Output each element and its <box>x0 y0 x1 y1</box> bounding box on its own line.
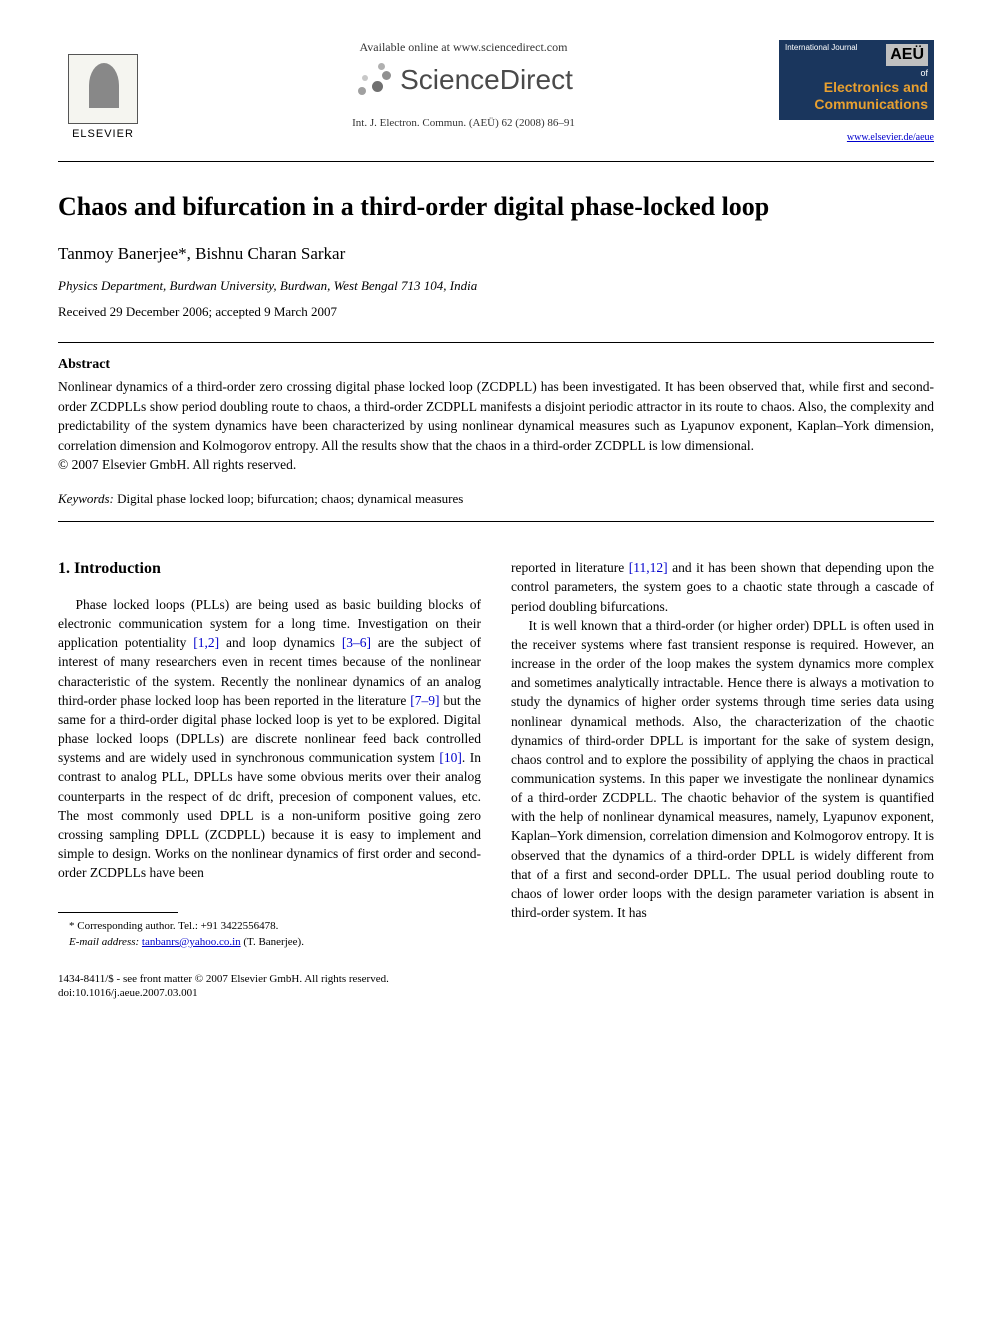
footnote-rule <box>58 912 178 913</box>
sciencedirect-icon <box>354 61 392 99</box>
body-columns: 1. Introduction Phase locked loops (PLLs… <box>58 558 934 950</box>
sciencedirect-row: ScienceDirect <box>168 61 759 99</box>
aeu-of: of <box>785 68 928 78</box>
aeu-title-line1: Electronics and <box>785 80 928 95</box>
abstract-body: Nonlinear dynamics of a third-order zero… <box>58 379 934 453</box>
journal-url-link[interactable]: www.elsevier.de/aeue <box>779 132 934 143</box>
footnote-email-label: E-mail address: <box>69 936 139 948</box>
section-1-heading: 1. Introduction <box>58 558 481 581</box>
footer-block: 1434-8411/$ - see front matter © 2007 El… <box>58 972 934 1001</box>
ref-10[interactable]: [10] <box>439 750 462 765</box>
ref-11-12[interactable]: [11,12] <box>629 560 668 575</box>
ref-1-2[interactable]: [1,2] <box>193 635 219 650</box>
footnote-email-link[interactable]: tanbanrs@yahoo.co.in <box>142 936 241 948</box>
header-rule <box>58 161 934 162</box>
elsevier-logo: ELSEVIER <box>58 40 148 140</box>
footnote-email-line: E-mail address: tanbanrs@yahoo.co.in (T.… <box>58 935 481 950</box>
available-online-text: Available online at www.sciencedirect.co… <box>168 40 759 55</box>
journal-logo-block: International Journal AEÜ of Electronics… <box>779 40 934 143</box>
abstract-copyright: © 2007 Elsevier GmbH. All rights reserve… <box>58 457 934 473</box>
abstract-rule-bottom <box>58 521 934 522</box>
abstract-rule-top <box>58 342 934 343</box>
footnote-email-author: (T. Banerjee). <box>241 936 304 948</box>
intro-paragraph-1-cont: reported in literature [11,12] and it ha… <box>511 558 934 615</box>
keywords-label: Keywords: <box>58 491 114 506</box>
authors: Tanmoy Banerjee*, Bishnu Charan Sarkar <box>58 244 934 264</box>
footer-line2: doi:10.1016/j.aeue.2007.03.001 <box>58 986 934 1000</box>
abstract-heading: Abstract <box>58 357 934 373</box>
aeu-badge: AEÜ <box>886 44 928 66</box>
sciencedirect-text: ScienceDirect <box>400 64 573 96</box>
footer-line1: 1434-8411/$ - see front matter © 2007 El… <box>58 972 934 986</box>
affiliation: Physics Department, Burdwan University, … <box>58 278 934 294</box>
aeu-title-line2: Communications <box>785 97 928 112</box>
intro-paragraph-2: It is well known that a third-order (or … <box>511 616 934 923</box>
elsevier-tree-icon <box>68 54 138 124</box>
elsevier-text: ELSEVIER <box>72 128 134 140</box>
footnote-corresponding: * Corresponding author. Tel.: +91 342255… <box>58 919 481 934</box>
center-header: Available online at www.sciencedirect.co… <box>148 40 779 129</box>
ref-3-6[interactable]: [3–6] <box>342 635 371 650</box>
keywords-line: Keywords: Digital phase locked loop; bif… <box>58 491 934 507</box>
intro-paragraph-1: Phase locked loops (PLLs) are being used… <box>58 595 481 882</box>
column-left: 1. Introduction Phase locked loops (PLLs… <box>58 558 481 950</box>
aeu-journal-box: International Journal AEÜ of Electronics… <box>779 40 934 120</box>
header-row: ELSEVIER Available online at www.science… <box>58 40 934 143</box>
article-title: Chaos and bifurcation in a third-order d… <box>58 192 934 222</box>
column-right: reported in literature [11,12] and it ha… <box>511 558 934 950</box>
aeu-intl-text: International Journal <box>785 44 858 53</box>
journal-citation: Int. J. Electron. Commun. (AEÜ) 62 (2008… <box>168 117 759 129</box>
article-dates: Received 29 December 2006; accepted 9 Ma… <box>58 304 934 320</box>
abstract-text: Nonlinear dynamics of a third-order zero… <box>58 377 934 455</box>
ref-7-9[interactable]: [7–9] <box>410 693 439 708</box>
keywords-text: Digital phase locked loop; bifurcation; … <box>114 491 463 506</box>
